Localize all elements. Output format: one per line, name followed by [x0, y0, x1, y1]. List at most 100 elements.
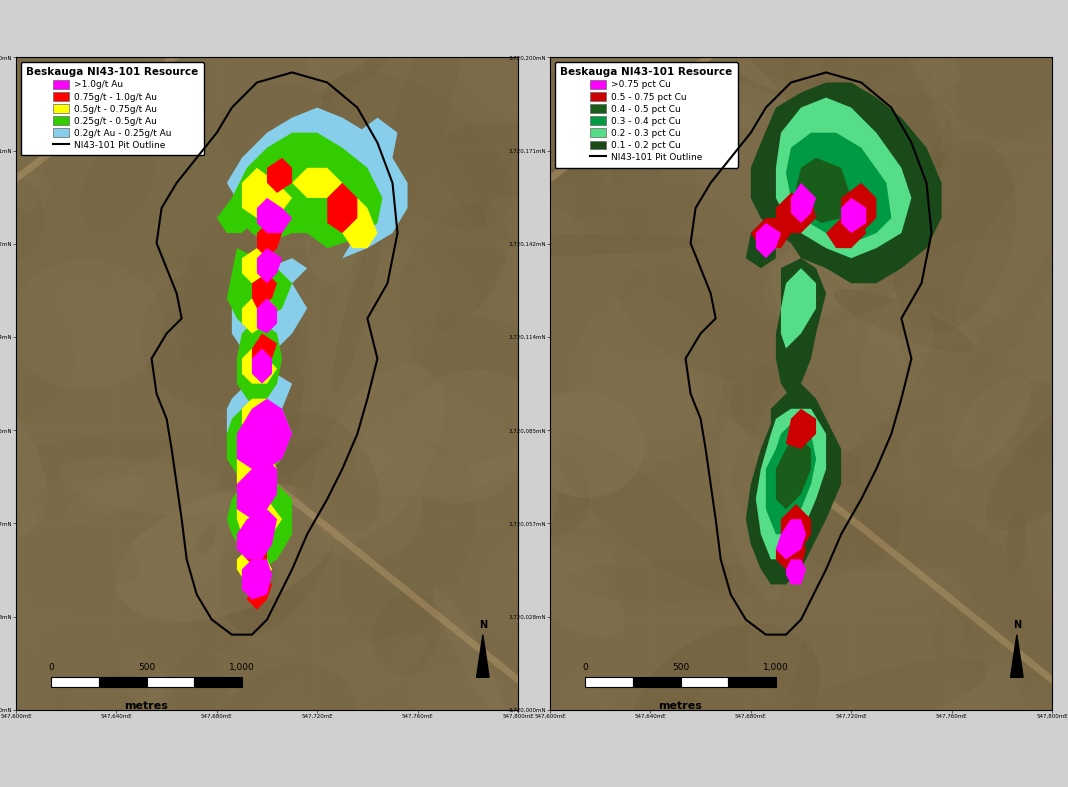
Ellipse shape	[564, 678, 676, 787]
Legend: >1.0g/t Au, 0.75g/t - 1.0g/t Au, 0.5g/t - 0.75g/t Au, 0.25g/t - 0.5g/t Au, 0.2g/: >1.0g/t Au, 0.75g/t - 1.0g/t Au, 0.5g/t …	[20, 62, 204, 155]
Polygon shape	[745, 384, 842, 585]
Polygon shape	[751, 83, 942, 283]
Ellipse shape	[783, 9, 942, 219]
Ellipse shape	[860, 240, 1006, 404]
Ellipse shape	[587, 711, 701, 787]
Ellipse shape	[373, 591, 440, 676]
Ellipse shape	[311, 364, 445, 543]
Ellipse shape	[738, 360, 927, 567]
Ellipse shape	[778, 57, 881, 179]
Ellipse shape	[340, 442, 476, 645]
Polygon shape	[252, 334, 277, 368]
Polygon shape	[242, 248, 277, 283]
Bar	[99, 678, 146, 687]
Ellipse shape	[562, 0, 631, 13]
Bar	[585, 678, 633, 687]
Polygon shape	[756, 408, 827, 560]
Ellipse shape	[528, 541, 615, 603]
Polygon shape	[237, 509, 277, 560]
Ellipse shape	[889, 349, 1027, 438]
Ellipse shape	[309, 193, 349, 257]
Ellipse shape	[0, 433, 173, 490]
Ellipse shape	[0, 138, 104, 317]
Ellipse shape	[119, 646, 176, 728]
Polygon shape	[751, 218, 791, 248]
Text: 0: 0	[582, 663, 588, 672]
Polygon shape	[267, 157, 293, 193]
Ellipse shape	[1023, 0, 1068, 157]
Ellipse shape	[290, 508, 378, 717]
Polygon shape	[242, 349, 277, 384]
Ellipse shape	[387, 38, 621, 184]
Text: 1,000: 1,000	[763, 663, 789, 672]
Ellipse shape	[9, 260, 162, 390]
Ellipse shape	[394, 369, 538, 503]
Ellipse shape	[723, 361, 824, 470]
Ellipse shape	[559, 561, 779, 603]
Ellipse shape	[732, 434, 902, 567]
Ellipse shape	[593, 332, 701, 439]
Ellipse shape	[754, 0, 883, 64]
Ellipse shape	[1050, 659, 1068, 711]
Polygon shape	[226, 368, 293, 459]
Ellipse shape	[626, 146, 754, 331]
Ellipse shape	[425, 499, 460, 530]
Ellipse shape	[548, 431, 732, 592]
Ellipse shape	[764, 336, 914, 486]
Ellipse shape	[861, 89, 953, 183]
Ellipse shape	[963, 535, 1031, 673]
Ellipse shape	[688, 102, 814, 237]
Ellipse shape	[303, 176, 359, 283]
Ellipse shape	[469, 50, 595, 72]
Ellipse shape	[400, 319, 554, 462]
Ellipse shape	[898, 178, 1057, 389]
Ellipse shape	[341, 201, 477, 314]
Ellipse shape	[617, 266, 787, 383]
Ellipse shape	[113, 116, 257, 259]
Ellipse shape	[1006, 628, 1068, 757]
Bar	[194, 678, 242, 687]
Polygon shape	[842, 198, 866, 233]
Ellipse shape	[523, 390, 645, 497]
Polygon shape	[775, 98, 911, 258]
Ellipse shape	[0, 0, 105, 35]
Ellipse shape	[164, 578, 289, 655]
Polygon shape	[242, 298, 277, 334]
Ellipse shape	[782, 56, 960, 249]
Ellipse shape	[59, 457, 233, 515]
Polygon shape	[247, 474, 272, 509]
Polygon shape	[217, 198, 257, 233]
Ellipse shape	[952, 376, 1030, 469]
Ellipse shape	[246, 54, 420, 231]
Ellipse shape	[0, 338, 47, 540]
Polygon shape	[232, 133, 382, 248]
Ellipse shape	[288, 445, 422, 561]
Polygon shape	[237, 449, 277, 494]
Text: metres: metres	[659, 701, 703, 711]
Ellipse shape	[0, 116, 135, 186]
Ellipse shape	[571, 0, 698, 98]
Polygon shape	[242, 168, 293, 218]
Legend: >0.75 pct Cu, 0.5 - 0.75 pct Cu, 0.4 - 0.5 pct Cu, 0.3 - 0.4 pct Cu, 0.2 - 0.3 p: >0.75 pct Cu, 0.5 - 0.75 pct Cu, 0.4 - 0…	[554, 62, 738, 168]
Ellipse shape	[0, 768, 38, 787]
Polygon shape	[786, 133, 892, 243]
Ellipse shape	[507, 0, 710, 142]
Polygon shape	[775, 258, 827, 399]
Ellipse shape	[0, 191, 40, 283]
Ellipse shape	[770, 34, 855, 233]
Polygon shape	[827, 218, 866, 248]
Ellipse shape	[502, 142, 716, 253]
Ellipse shape	[610, 227, 665, 330]
Ellipse shape	[65, 475, 146, 524]
Ellipse shape	[430, 0, 577, 30]
Ellipse shape	[0, 285, 76, 421]
Ellipse shape	[324, 238, 438, 432]
Polygon shape	[232, 258, 308, 359]
Ellipse shape	[599, 246, 695, 364]
Ellipse shape	[376, 1, 464, 242]
Polygon shape	[252, 273, 277, 309]
Ellipse shape	[219, 448, 341, 634]
Ellipse shape	[0, 634, 17, 787]
Polygon shape	[257, 248, 282, 283]
Ellipse shape	[641, 177, 776, 348]
